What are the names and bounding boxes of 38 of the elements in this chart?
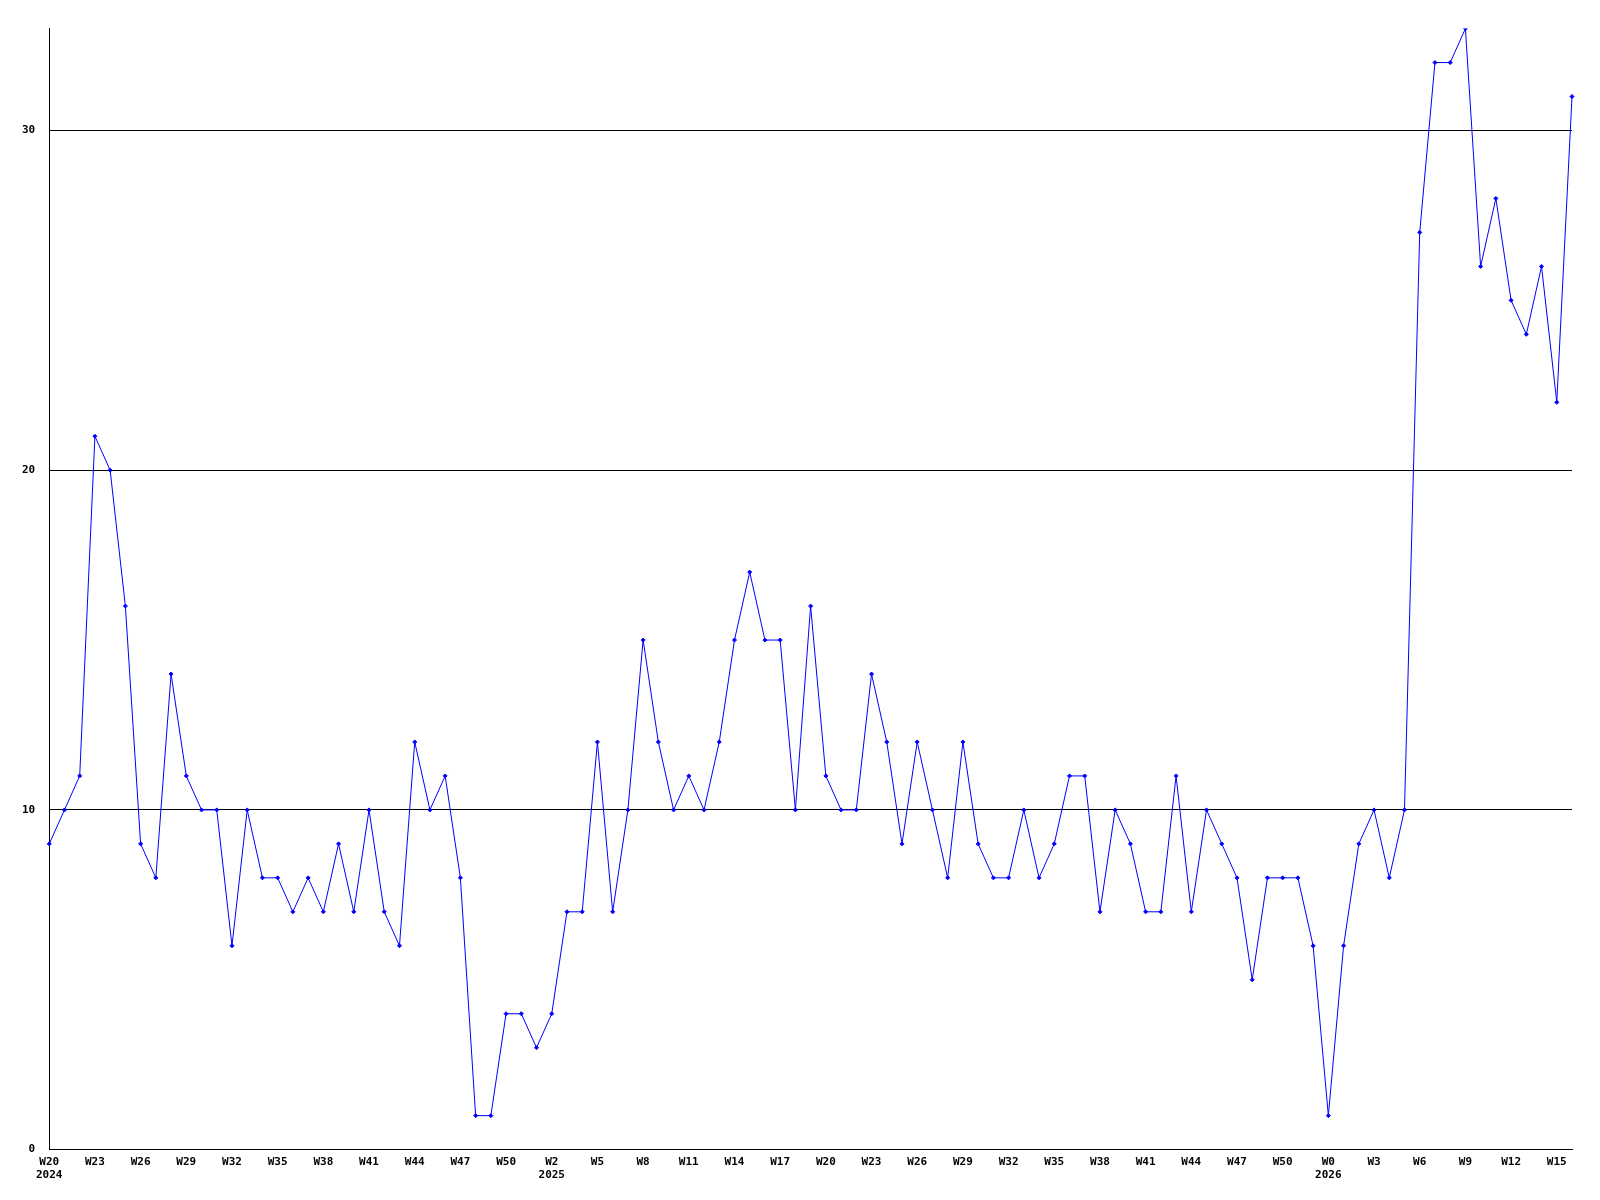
x-tick-label: W11	[678, 1155, 700, 1169]
x-tick-label: W26	[907, 1155, 928, 1169]
x-tick-label: W35	[1044, 1155, 1065, 1169]
x-tick-label: W47	[450, 1155, 471, 1169]
x-tick-label: W12	[1501, 1155, 1522, 1169]
x-tick-label: W32	[998, 1155, 1019, 1169]
y-tick-label: 30	[22, 123, 36, 137]
y-tick-label: 20	[22, 463, 36, 477]
x-tick-label: W20	[815, 1155, 836, 1169]
x-tick-label: W26	[130, 1155, 151, 1169]
x-tick-label: W29	[952, 1155, 973, 1169]
x-tick-label: W0 2026	[1315, 1155, 1342, 1182]
x-tick-label: W44	[1181, 1155, 1202, 1169]
x-tick-label: W41	[359, 1155, 380, 1169]
x-tick-label: W8	[636, 1155, 650, 1169]
x-tick-label: W5	[590, 1155, 605, 1169]
x-tick-label: W50	[1272, 1155, 1293, 1169]
x-tick-label: W17	[770, 1155, 791, 1169]
x-tick-label: W23	[861, 1155, 882, 1169]
y-tick-label: 0	[28, 1142, 36, 1156]
x-tick-label: W44	[404, 1155, 426, 1169]
x-tick-label: W38	[1090, 1155, 1110, 1169]
x-tick-label: W41	[1135, 1155, 1156, 1169]
x-tick-label: W50	[496, 1155, 517, 1169]
x-tick-label: W23	[84, 1155, 105, 1169]
x-tick-label: W15	[1546, 1155, 1567, 1169]
x-tick-label: W29	[176, 1155, 197, 1169]
x-tick-label: W9	[1458, 1155, 1473, 1169]
x-tick-label: W20 2024	[36, 1155, 63, 1182]
x-tick-label: W38	[313, 1155, 334, 1169]
x-tick-label: W35	[267, 1155, 288, 1169]
x-tick-label: W6	[1413, 1155, 1427, 1169]
x-tick-label: W47	[1227, 1155, 1247, 1169]
x-tick-label: W3	[1367, 1155, 1381, 1169]
x-tick-label: W32	[222, 1155, 242, 1169]
y-tick-label: 10	[22, 802, 36, 816]
x-tick-label: W14	[724, 1155, 745, 1169]
x-tick-label: W2 2025	[538, 1155, 565, 1182]
